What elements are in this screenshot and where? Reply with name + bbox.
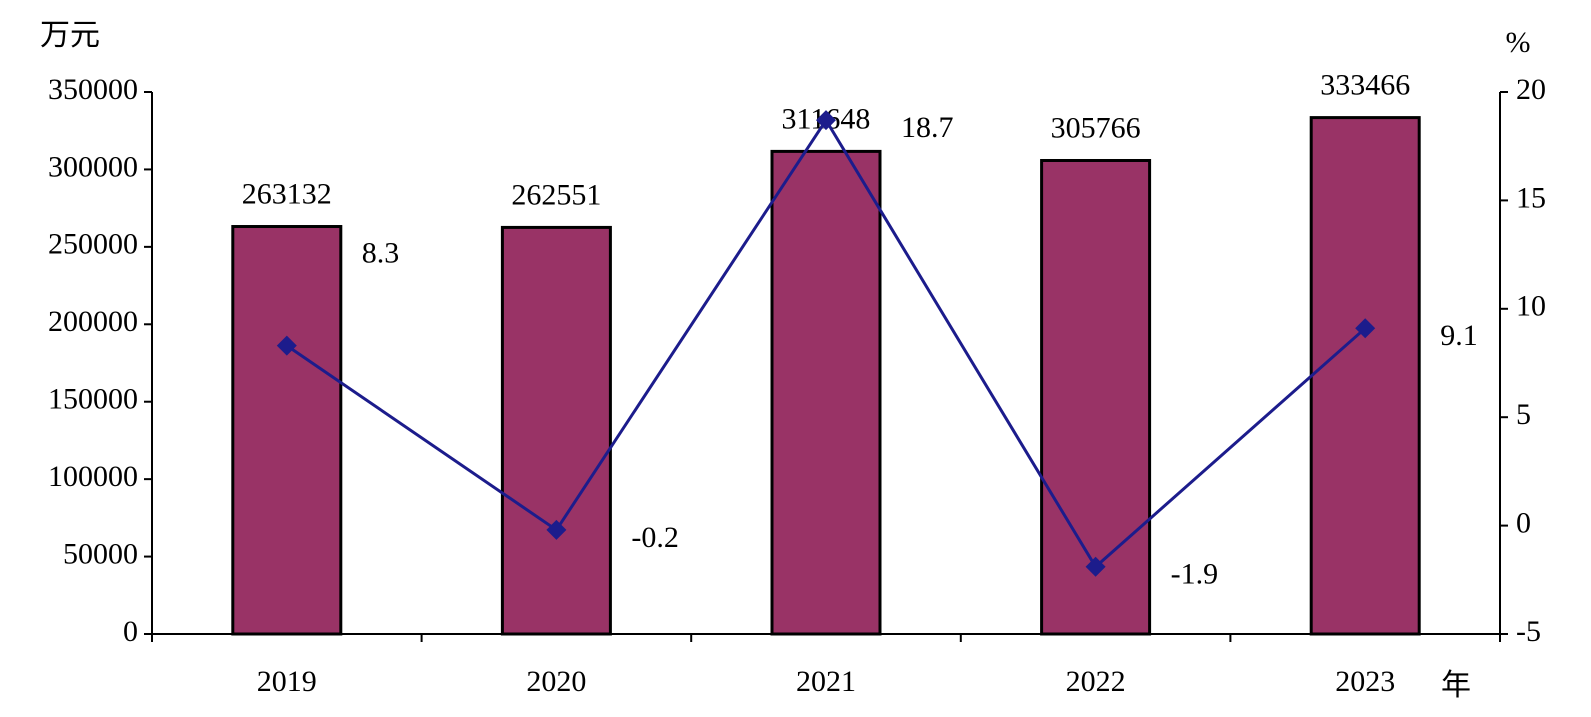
line-marker <box>546 519 567 540</box>
y2-tick-label: 5 <box>1516 398 1531 431</box>
y-tick-label: 300000 <box>48 150 138 183</box>
line-value-label: 18.7 <box>901 111 954 144</box>
y2-tick-label: 20 <box>1516 73 1546 106</box>
line-value-label: 8.3 <box>362 237 400 270</box>
bar-value-label: 305766 <box>1051 111 1141 144</box>
y-tick-label: 200000 <box>48 305 138 338</box>
x-tick-label: 2019 <box>257 665 317 698</box>
x-tick-label: 2020 <box>526 665 586 698</box>
y-tick-label: 100000 <box>48 460 138 493</box>
line-marker <box>1085 556 1106 577</box>
bar-value-label: 262551 <box>511 178 601 211</box>
bar <box>500 225 612 636</box>
y2-tick-label: -5 <box>1516 615 1541 648</box>
line-value-label: 9.1 <box>1440 319 1478 352</box>
y-tick-label: 350000 <box>48 73 138 106</box>
line-value-label: -1.9 <box>1171 558 1219 591</box>
bar-value-label: 333466 <box>1320 68 1410 101</box>
line-marker <box>1355 318 1376 339</box>
y2-tick-label: 15 <box>1516 181 1546 214</box>
y-tick-label: 250000 <box>48 228 138 261</box>
line-marker <box>816 110 836 131</box>
bar <box>770 149 882 636</box>
y2-tick-label: 0 <box>1516 506 1531 539</box>
x-tick-label: 2022 <box>1066 665 1126 698</box>
y-tick-label: 0 <box>123 615 138 648</box>
y-tick-label: 150000 <box>48 383 138 416</box>
y-axis-unit: 万元 <box>40 19 100 52</box>
line-value-label: -0.2 <box>631 521 679 554</box>
line-marker <box>276 335 297 356</box>
bar <box>1040 158 1152 636</box>
bar-value-label: 263132 <box>242 177 332 210</box>
y2-tick-label: 10 <box>1516 290 1546 323</box>
bar <box>1309 116 1421 636</box>
x-tick-label: 2021 <box>796 665 856 698</box>
x-axis-unit: 年 <box>1441 669 1471 702</box>
y-tick-label: 50000 <box>63 537 138 570</box>
bar <box>231 225 343 636</box>
x-tick-label: 2023 <box>1335 665 1395 698</box>
y2-axis-unit: % <box>1506 26 1531 59</box>
